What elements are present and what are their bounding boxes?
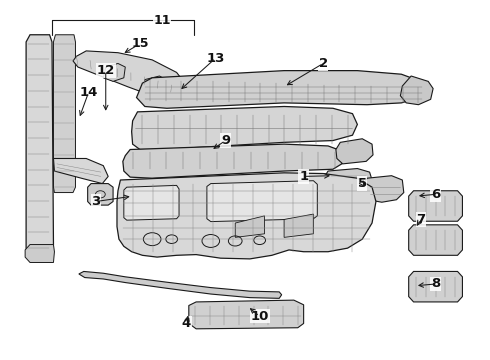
- Text: 13: 13: [206, 51, 225, 64]
- Text: 4: 4: [182, 317, 191, 330]
- Polygon shape: [132, 107, 357, 149]
- Polygon shape: [363, 176, 404, 202]
- Text: 15: 15: [131, 37, 148, 50]
- Polygon shape: [124, 185, 179, 220]
- Polygon shape: [73, 51, 186, 99]
- Polygon shape: [53, 35, 75, 193]
- Text: 10: 10: [250, 310, 269, 323]
- Text: 5: 5: [358, 177, 367, 190]
- Text: 2: 2: [318, 57, 328, 70]
- Polygon shape: [189, 300, 304, 329]
- Polygon shape: [409, 225, 463, 255]
- Polygon shape: [235, 216, 265, 237]
- Text: 1: 1: [299, 170, 308, 183]
- Polygon shape: [25, 244, 54, 262]
- Polygon shape: [79, 271, 282, 298]
- Text: 8: 8: [431, 278, 440, 291]
- Polygon shape: [207, 181, 318, 222]
- Polygon shape: [26, 35, 53, 255]
- Polygon shape: [123, 144, 343, 178]
- Polygon shape: [336, 139, 373, 164]
- Text: 9: 9: [221, 134, 230, 147]
- Polygon shape: [144, 76, 169, 97]
- Polygon shape: [117, 173, 376, 259]
- Text: 6: 6: [431, 188, 440, 201]
- Polygon shape: [103, 63, 125, 81]
- Polygon shape: [88, 184, 113, 205]
- Text: 3: 3: [91, 195, 100, 208]
- Polygon shape: [137, 71, 426, 108]
- Polygon shape: [53, 158, 108, 184]
- Text: 11: 11: [153, 14, 171, 27]
- Polygon shape: [284, 214, 314, 237]
- Text: 12: 12: [97, 64, 115, 77]
- Polygon shape: [325, 168, 372, 189]
- Polygon shape: [409, 191, 463, 221]
- Text: 7: 7: [416, 213, 425, 226]
- Text: 14: 14: [79, 86, 98, 99]
- Polygon shape: [400, 76, 433, 105]
- Polygon shape: [409, 271, 463, 302]
